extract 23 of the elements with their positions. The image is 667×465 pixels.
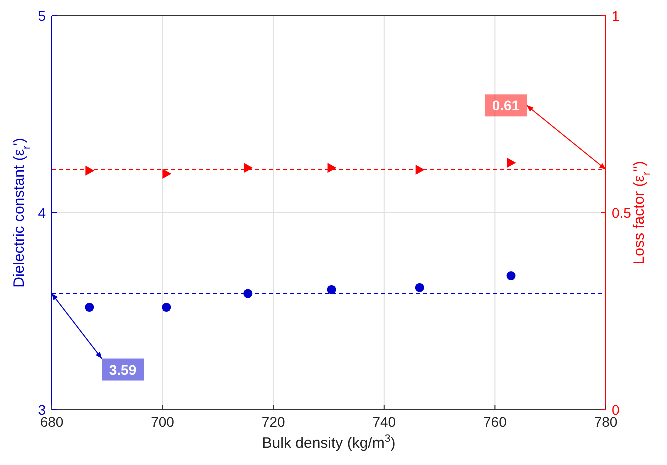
point bbox=[415, 283, 424, 292]
x-tick-label: 720 bbox=[262, 414, 286, 430]
point bbox=[244, 289, 253, 298]
y-tick-label: 5 bbox=[38, 8, 46, 24]
point bbox=[507, 158, 516, 168]
ref-line-label: 3.59 bbox=[109, 362, 137, 378]
point bbox=[506, 272, 516, 281]
y-tick-label: 4 bbox=[38, 205, 46, 221]
x-tick-label: 740 bbox=[372, 414, 396, 430]
point bbox=[85, 303, 94, 312]
point bbox=[328, 163, 337, 174]
point bbox=[416, 165, 425, 176]
point bbox=[162, 303, 172, 312]
point bbox=[162, 168, 172, 179]
legend-label: 0.61 bbox=[492, 98, 520, 114]
y2-tick-label: 0.5 bbox=[612, 205, 632, 221]
point bbox=[327, 285, 336, 294]
x-tick-label: 700 bbox=[151, 414, 175, 430]
x-tick-label: 760 bbox=[484, 414, 508, 430]
point bbox=[244, 163, 254, 174]
point bbox=[86, 166, 95, 176]
y2-tick-label: 1 bbox=[612, 8, 620, 24]
x-axis-title: Bulk density (kg/m$^{3}$) bbox=[262, 433, 396, 452]
